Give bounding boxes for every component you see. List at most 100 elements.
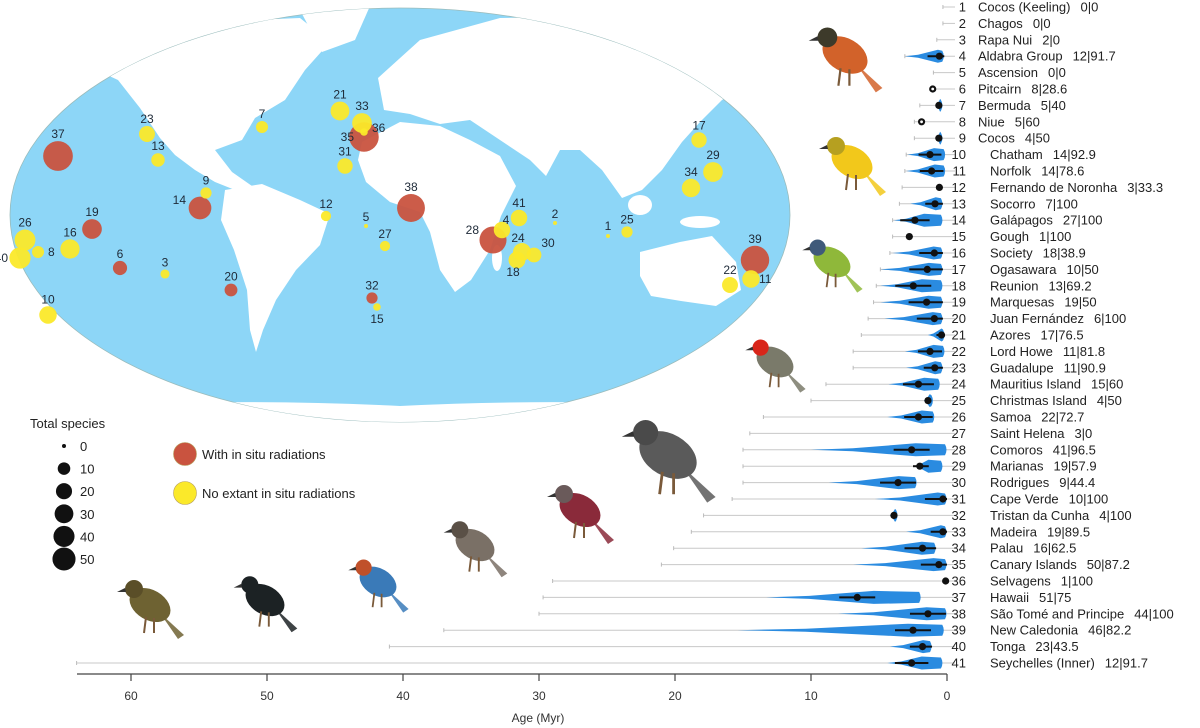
- violin-shape: [904, 49, 944, 63]
- island-bubble-14: [188, 196, 212, 220]
- violin-shape: [737, 623, 944, 637]
- island-bubble-4: [493, 221, 511, 239]
- row-island-name: Mauritius Island: [990, 377, 1081, 392]
- plot-row-29: 29 Marianas 19|57.9: [742, 459, 1097, 474]
- row-number: 34: [952, 541, 966, 556]
- island-bubble-label: 27: [378, 227, 392, 241]
- bird-tail: [387, 589, 409, 613]
- island-bubble-11: [742, 270, 760, 288]
- row-island-name: Gough: [990, 229, 1029, 244]
- plot-row-6: 6 Pitcairn 8|28.6: [929, 82, 1067, 97]
- island-bubble-18: [508, 251, 526, 269]
- median-dot: [926, 151, 934, 159]
- row-stat: 44|100: [1134, 606, 1174, 621]
- row-stat: 11|81.8: [1063, 344, 1105, 359]
- plot-row-14: 14 Galápagos 27|100: [892, 213, 1103, 228]
- island-bubble-label: 3: [162, 255, 169, 269]
- island-bubble-label: 36: [372, 121, 386, 135]
- size-legend-label: 30: [80, 507, 94, 522]
- row-number: 17: [952, 262, 966, 277]
- plot-row-35: 35 Canary Islands 50|87.2: [660, 557, 1130, 572]
- row-stat: 8|28.6: [1031, 82, 1067, 97]
- violin-shape: [828, 476, 917, 490]
- median-dot: [939, 528, 947, 536]
- row-island-name: Christmas Island: [990, 393, 1087, 408]
- island-bubble-label: 23: [140, 112, 154, 126]
- island-bubble-37: [43, 141, 73, 171]
- row-stat: 15|60: [1091, 377, 1123, 392]
- x-tick-label: 30: [532, 689, 546, 703]
- row-stat: 27|100: [1063, 213, 1103, 228]
- bird-tail: [682, 466, 716, 503]
- bird-body: [245, 583, 285, 617]
- row-number: 19: [952, 295, 966, 310]
- row-number: 5: [959, 65, 966, 80]
- row-island-name: Selvagens: [990, 574, 1051, 589]
- bird-legs: [658, 471, 675, 495]
- row-number: 22: [952, 344, 966, 359]
- row-island-name: Rodrigues: [990, 475, 1050, 490]
- bird-beak: [621, 431, 635, 437]
- plot-row-22: 22 Lord Howe 11|81.8: [852, 344, 1105, 359]
- island-bubble-33: [352, 113, 372, 133]
- row-island-name: Cape Verde: [990, 492, 1059, 507]
- island-bubble-20: [224, 283, 238, 297]
- row-stat: 19|57.9: [1053, 459, 1096, 474]
- island-bubble-7: [255, 120, 269, 134]
- island-bubble-21: [330, 101, 350, 121]
- bird-head: [555, 485, 573, 503]
- row-stat: 1|100: [1061, 574, 1093, 589]
- plot-row-39: 39 New Caledonia 46|82.2: [443, 623, 1131, 638]
- bird-body: [455, 528, 495, 562]
- bird-tail: [590, 518, 614, 544]
- island-bubble-30: [526, 247, 542, 263]
- bird-illustration: [802, 239, 863, 293]
- row-island-name: Juan Fernández: [990, 311, 1084, 326]
- island-bubble-label: 4: [503, 213, 510, 227]
- row-stat: 50|87.2: [1087, 557, 1130, 572]
- median-dot: [918, 643, 927, 651]
- island-bubble-label: 6: [117, 247, 124, 261]
- bird-illustration: [547, 485, 614, 544]
- plot-row-41: 41 Seychelles (Inner) 12|91.7: [76, 656, 1148, 671]
- plot-row-15: 15 Gough 1|100: [892, 229, 1071, 244]
- row-number: 23: [952, 360, 966, 375]
- bird-head: [752, 339, 769, 356]
- plot-row-20: 20 Juan Fernández 6|100: [867, 311, 1126, 326]
- median-dot: [905, 233, 913, 241]
- row-number: 3: [959, 32, 966, 47]
- row-number: 14: [952, 213, 966, 228]
- bird-legs: [573, 521, 585, 539]
- median-dot: [890, 511, 898, 519]
- row-number: 16: [952, 246, 966, 261]
- row-stat: 14|78.6: [1041, 164, 1084, 179]
- violin-shape: [884, 312, 943, 326]
- bird-beak: [802, 246, 811, 251]
- row-stat: 10|100: [1069, 492, 1109, 507]
- row-number: 33: [952, 524, 966, 539]
- bird-tail: [856, 63, 883, 93]
- row-island-name: Palau: [990, 541, 1023, 556]
- island-bubble-label: 25: [620, 212, 634, 226]
- bird-legs: [845, 173, 857, 191]
- x-tick-label: 60: [124, 689, 138, 703]
- island-bubble-label: 39: [748, 232, 762, 246]
- row-number: 6: [959, 82, 966, 97]
- row-stat: 0|0: [1081, 0, 1099, 15]
- bird-head: [827, 137, 845, 155]
- median-dot: [935, 101, 943, 109]
- plot-row-36: 36 Selvagens 1|100: [552, 574, 1093, 589]
- plot-row-8: 8 Niue 5|60: [913, 114, 1040, 129]
- row-stat: 17|76.5: [1040, 328, 1083, 343]
- x-tick-label: 50: [260, 689, 274, 703]
- color-legend-label: No extant in situ radiations: [202, 486, 356, 501]
- island-bubble-17: [691, 132, 707, 148]
- median-dot: [931, 200, 939, 208]
- row-number: 32: [952, 508, 966, 523]
- median-dot: [935, 561, 943, 569]
- row-number: 40: [952, 639, 966, 654]
- median-dot: [942, 577, 950, 585]
- row-island-name: Tristan da Cunha: [990, 508, 1090, 523]
- row-stat: 2|0: [1042, 32, 1060, 47]
- row-stat: 4|100: [1099, 508, 1131, 523]
